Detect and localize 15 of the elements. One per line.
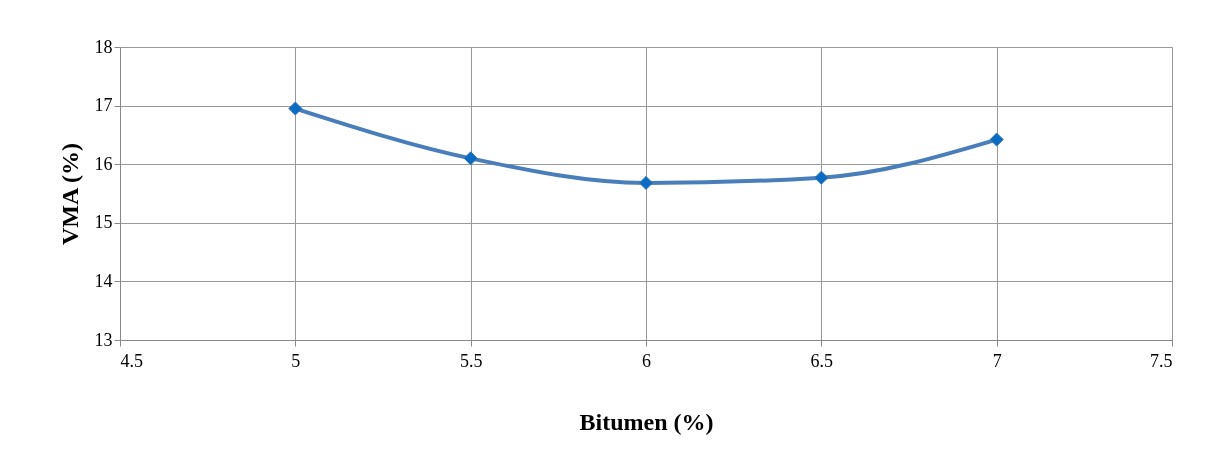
x-tick-label: 6.5 bbox=[810, 350, 834, 371]
x-tick-label: 7.5 bbox=[1150, 350, 1173, 371]
y-tick-label: 17 bbox=[94, 95, 113, 116]
y-axis-title: VMA (%) bbox=[56, 143, 83, 245]
x-tick-label: 5 bbox=[291, 350, 301, 371]
y-tick-label: 14 bbox=[94, 270, 113, 291]
y-tick-label: 16 bbox=[94, 153, 113, 174]
x-tick-label: 4.5 bbox=[120, 350, 143, 371]
x-axis-title: Bitumen (%) bbox=[579, 408, 714, 435]
x-tick-label: 7 bbox=[992, 350, 1002, 371]
x-tick-label: 5.5 bbox=[459, 350, 483, 371]
y-tick-label: 18 bbox=[94, 36, 113, 57]
y-tick-label: 15 bbox=[94, 212, 113, 233]
x-tick-label: 6 bbox=[642, 350, 651, 371]
y-tick-label: 13 bbox=[94, 329, 113, 350]
